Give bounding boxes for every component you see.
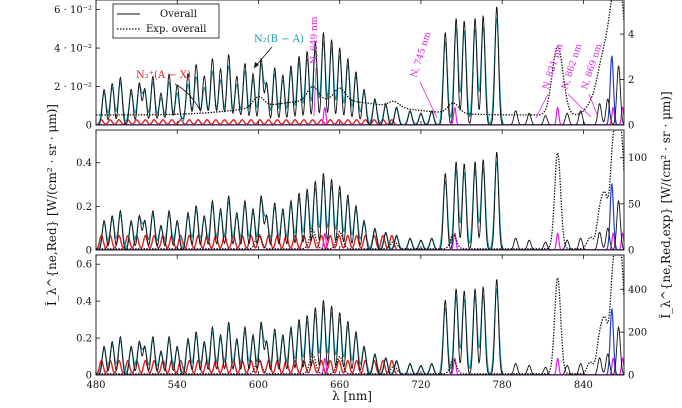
annotation-n-745: N, 745 nm — [409, 30, 433, 79]
x-tick-label-4: 720 — [411, 380, 430, 391]
panel-top: 0 2 · 10⁻² 4 · 10⁻² 6 · 10⁻² 0 2 4 — [54, 0, 634, 132]
series-experiment-middle — [96, 130, 624, 250]
left-tick-label-top-3: 6 · 10⁻² — [54, 5, 92, 16]
series-n2-bottom — [96, 288, 624, 375]
left-tick-label-bottom-1: 0.2 — [76, 334, 92, 345]
series-n2-middle — [96, 161, 624, 250]
x-tick-label-0: 480 — [86, 380, 105, 391]
right-tick-label-bottom-1: 200 — [628, 328, 647, 339]
left-tick-label-top-1: 2 · 10⁻² — [54, 82, 92, 93]
panels-group: 0 2 · 10⁻² 4 · 10⁻² 6 · 10⁻² 0 2 4 0 0.2 0.4 0 50 10… — [54, 0, 647, 382]
series-experiment-bottom — [96, 255, 624, 375]
left-tick-label-top-0: 0 — [86, 121, 92, 132]
left-tick-label-bottom-2: 0.4 — [76, 297, 92, 308]
x-tick-label-2: 600 — [249, 380, 268, 391]
panel-bottom: 0 0.2 0.4 0.6 0 200 400 — [76, 254, 647, 382]
right-tick-label-middle-0: 0 — [628, 246, 634, 257]
right-tick-label-middle-2: 100 — [628, 153, 647, 164]
y-axis-left-title: Î_λ^{ne,Red} [W/(cm² · sr · μm)] — [44, 104, 59, 306]
x-axis-title: λ [nm] — [332, 389, 372, 403]
left-tick-label-top-2: 4 · 10⁻² — [54, 44, 92, 55]
panel-plot-area-bottom — [96, 255, 624, 375]
series-n2-top — [96, 18, 624, 125]
right-tick-label-bottom-2: 400 — [628, 285, 647, 296]
x-tick-labels: 480 540 600 660 720 780 840 — [86, 380, 592, 391]
annotation-n-862-line — [567, 93, 592, 118]
x-tick-label-6: 840 — [574, 380, 593, 391]
series-overall-middle — [96, 151, 624, 250]
legend-label-experiment: Exp. overall — [146, 24, 206, 35]
annotation-n-869: N, 869 nm — [580, 42, 604, 91]
legend: Overall Exp. overall — [112, 3, 220, 39]
right-tick-label-top-1: 2 — [628, 75, 634, 86]
panel-frame-bottom — [95, 254, 625, 376]
series-overall-bottom — [96, 279, 624, 375]
annotation-n-649-line — [313, 67, 317, 117]
left-tick-label-bottom-0: 0 — [86, 371, 92, 382]
x-tick-label-5: 780 — [493, 380, 512, 391]
annotation-n-821-line — [535, 93, 549, 119]
panel-middle: 0 0.2 0.4 0 50 100 — [76, 129, 647, 257]
y-axis-right-title: Î_λ^{ne,Red,exp} [W/(cm² · sr · μm)] — [658, 91, 673, 318]
right-tick-label-bottom-0: 0 — [628, 371, 634, 382]
legend-box — [112, 3, 220, 39]
x-tick-label-3: 660 — [330, 380, 349, 391]
annotation-n2plus-a-x-arrow — [174, 83, 201, 111]
panel-plot-area-top — [96, 0, 624, 125]
legend-label-overall: Overall — [160, 9, 197, 20]
annotation-n2-b-a-arrowhead — [254, 62, 259, 68]
left-tick-label-middle-2: 0.4 — [76, 158, 92, 169]
series-experiment-top — [96, 0, 624, 116]
panel-frame-top — [95, 0, 625, 126]
series-blue-band-middle — [96, 182, 624, 250]
annotation-n-649: N, 649 nm — [310, 16, 320, 64]
panel-frame-middle — [95, 129, 625, 251]
x-tick-label-1: 540 — [168, 380, 187, 391]
right-tick-label-top-0: 0 — [628, 121, 634, 132]
annotation-n2-b-a: N₂(B − A) — [254, 34, 304, 45]
left-tick-label-bottom-3: 0.6 — [76, 260, 92, 271]
left-tick-label-middle-1: 0.2 — [76, 202, 92, 213]
series-blue-band-bottom — [96, 307, 624, 375]
right-tick-label-middle-1: 50 — [628, 199, 641, 210]
series-n2plus-top — [96, 118, 624, 125]
annotation-n-869-line — [588, 93, 599, 118]
left-tick-label-middle-0: 0 — [86, 246, 92, 257]
panel-plot-area-middle — [96, 130, 624, 250]
annotation-n2plus-a-x: N₂⁺(A − X) — [136, 70, 191, 81]
right-tick-label-top-2: 4 — [628, 30, 634, 41]
annotation-n-745-line — [419, 81, 438, 119]
series-overall-top — [96, 6, 624, 125]
